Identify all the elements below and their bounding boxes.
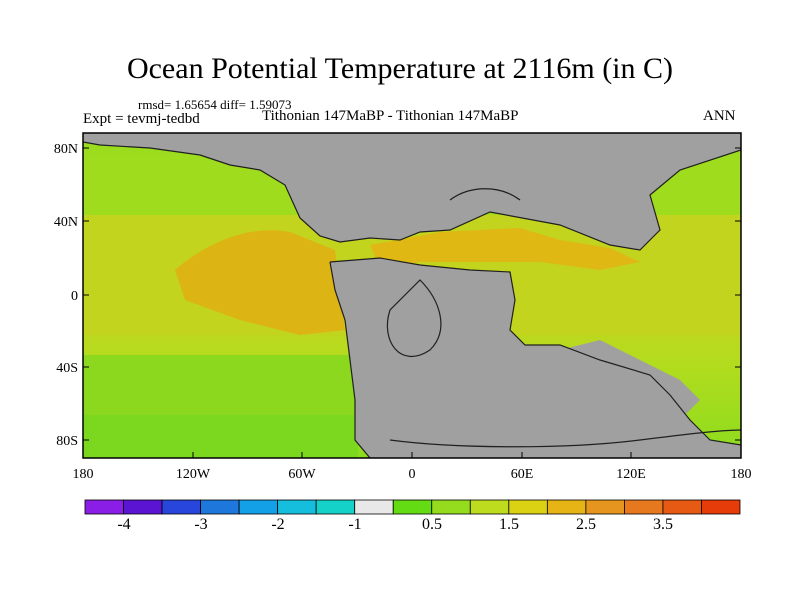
coast-interior-1 xyxy=(386,279,442,357)
colorbar-swatch xyxy=(277,499,317,515)
coast-gondwana xyxy=(329,257,741,446)
lon-label-180e: 180 xyxy=(731,467,752,482)
colorbar-label: -2 xyxy=(271,516,285,533)
tethys-warm-belt xyxy=(370,228,640,270)
pacific-warm-patch xyxy=(175,230,345,335)
colorbar-label: 0.5 xyxy=(422,516,442,533)
colorbar-swatch xyxy=(200,499,240,515)
colorbar-swatch xyxy=(392,499,433,515)
lat-label-40s: 40S xyxy=(56,361,78,376)
north-landmass xyxy=(83,133,741,250)
colorbar-swatch xyxy=(238,499,279,515)
lat-label-80s: 80S xyxy=(56,434,78,449)
colorbar-swatch xyxy=(469,499,510,515)
colorbar-swatch xyxy=(662,499,702,515)
lon-label-120e: 120E xyxy=(616,467,646,482)
colorbar-label: -3 xyxy=(194,516,208,533)
colorbar-swatch xyxy=(431,499,471,515)
colorbar-swatch xyxy=(354,499,394,515)
colorbar-label: -4 xyxy=(117,516,131,533)
lon-label-60e: 60E xyxy=(511,467,534,482)
experiment-id: Expt = tevmj-tedbd xyxy=(83,111,200,127)
lon-label-120w: 120W xyxy=(176,467,211,482)
colorbar-label: 1.5 xyxy=(499,516,519,533)
colorbar-swatch xyxy=(161,499,201,515)
coast-south-america xyxy=(329,261,371,458)
colorbar-swatch xyxy=(624,499,664,515)
lat-ticks xyxy=(83,147,741,441)
colorbar-swatch xyxy=(546,499,587,515)
colorbar-swatch xyxy=(701,499,741,515)
colorbar-label: -1 xyxy=(348,516,362,533)
colorbar-label: 2.5 xyxy=(576,516,596,533)
lon-ticks xyxy=(82,452,742,458)
plot-title: Ocean Potential Temperature at 2116m (in… xyxy=(126,52,674,85)
lat-label-0: 0 xyxy=(71,289,78,304)
colorbar-swatch xyxy=(585,499,625,515)
coast-north xyxy=(83,141,741,251)
coast-antarctica xyxy=(389,429,741,448)
lon-label-180w: 180 xyxy=(73,467,94,482)
colorbar-swatch xyxy=(508,499,548,515)
colorbar-swatch xyxy=(84,499,124,515)
lat-label-80n: 80N xyxy=(54,142,78,157)
coastlines xyxy=(83,141,741,458)
experiment-range: Tithonian 147MaBP - Tithonian 147MaBP xyxy=(262,108,519,124)
colorbar xyxy=(84,499,741,515)
lon-label-60w: 60W xyxy=(288,467,316,482)
season-label: ANN xyxy=(703,108,736,124)
lat-label-40n: 40N xyxy=(54,215,78,230)
colorbar-swatch xyxy=(123,499,163,515)
colorbar-swatch xyxy=(315,499,356,515)
lon-label-0: 0 xyxy=(409,467,416,482)
southern-ocean-band xyxy=(83,415,358,458)
rmsd-diff-stats: rmsd= 1.65654 diff= 1.59073 xyxy=(138,97,292,112)
map-field xyxy=(83,133,741,458)
coast-interior-2 xyxy=(449,188,521,201)
east-gondwana-landmass xyxy=(560,340,700,420)
colorbar-label: 3.5 xyxy=(653,516,673,533)
